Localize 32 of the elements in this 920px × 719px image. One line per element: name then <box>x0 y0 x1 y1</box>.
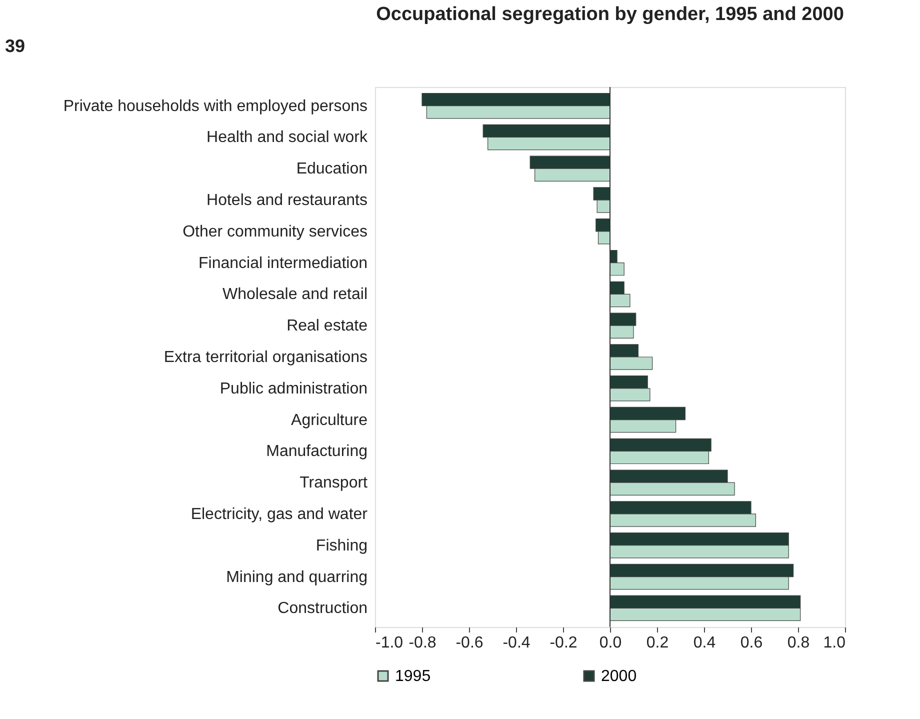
x-tick-label: 0.2 <box>646 634 669 652</box>
y-tick-label: Transport <box>300 474 368 492</box>
y-tick-label: Agriculture <box>291 412 368 429</box>
x-tick-label: 0.6 <box>740 634 763 652</box>
y-tick-label: Real estate <box>286 318 368 335</box>
y-tick-label: Wholesale and retail <box>222 286 368 304</box>
legend-label: 2000 <box>601 668 637 685</box>
x-tick-label: -1.0 <box>376 634 404 652</box>
x-tick-label: -0.2 <box>550 634 578 652</box>
y-tick-label: Extra territorial organisations <box>164 349 368 366</box>
y-tick-label: Construction <box>278 600 368 618</box>
y-tick-label: Health and social work <box>206 129 368 146</box>
x-tick-label: -0.8 <box>408 634 436 652</box>
y-tick-label: Private households with employed persons <box>63 98 368 115</box>
x-tick-label: 1.0 <box>823 634 846 652</box>
y-tick-label: Education <box>296 160 368 178</box>
y-tick-label: Other community services <box>182 223 368 240</box>
legend-label: 1995 <box>395 668 431 685</box>
x-tick-label: 0.8 <box>787 634 810 652</box>
x-tick-label: 0.0 <box>599 634 622 652</box>
y-tick-label: Electricity, gas and water <box>190 506 368 523</box>
chart-title: Occupational segregation by gender, 1995 and 2000 <box>376 4 844 25</box>
x-tick-label: 0.4 <box>693 634 716 652</box>
text: 39 <box>5 36 26 56</box>
y-tick-label: Mining and quarring <box>226 568 368 586</box>
x-tick-label: -0.6 <box>456 634 484 652</box>
y-tick-label: Financial intermediation <box>198 254 368 272</box>
y-tick-label: Fishing <box>316 537 368 554</box>
y-tick-label: Manufacturing <box>266 443 368 460</box>
y-tick-label: Hotels and restaurants <box>206 192 368 210</box>
y-tick-label: Public administration <box>220 380 368 398</box>
x-tick-label: -0.4 <box>502 634 530 652</box>
